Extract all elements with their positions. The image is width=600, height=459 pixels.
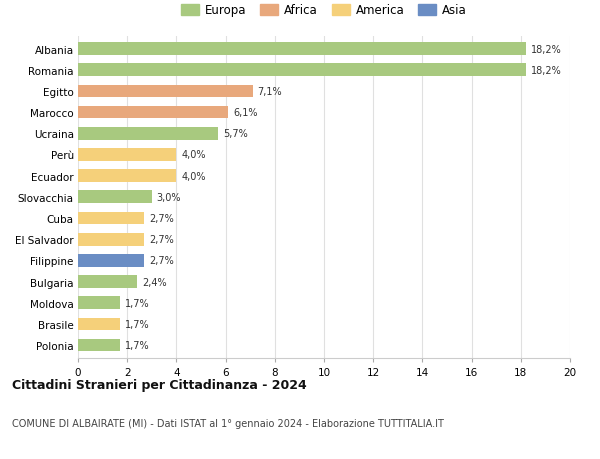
Bar <box>78 297 120 309</box>
Text: 1,7%: 1,7% <box>125 298 149 308</box>
Bar <box>78 212 145 225</box>
Bar <box>78 64 526 77</box>
Bar <box>78 191 152 204</box>
Text: COMUNE DI ALBAIRATE (MI) - Dati ISTAT al 1° gennaio 2024 - Elaborazione TUTTITAL: COMUNE DI ALBAIRATE (MI) - Dati ISTAT al… <box>12 418 444 428</box>
Bar <box>78 43 526 56</box>
Text: 18,2%: 18,2% <box>530 66 562 76</box>
Text: 2,7%: 2,7% <box>149 256 174 266</box>
Text: 6,1%: 6,1% <box>233 108 257 118</box>
Bar <box>78 318 120 330</box>
Bar <box>78 275 137 288</box>
Text: 2,4%: 2,4% <box>142 277 167 287</box>
Text: 7,1%: 7,1% <box>257 87 282 97</box>
Bar <box>78 339 120 352</box>
Text: 5,7%: 5,7% <box>223 129 248 139</box>
Bar <box>78 233 145 246</box>
Text: 2,7%: 2,7% <box>149 213 174 224</box>
Text: 18,2%: 18,2% <box>530 45 562 55</box>
Bar <box>78 170 176 183</box>
Text: 4,0%: 4,0% <box>181 150 206 160</box>
Text: 2,7%: 2,7% <box>149 235 174 245</box>
Bar <box>78 254 145 267</box>
Text: 1,7%: 1,7% <box>125 340 149 350</box>
Text: Cittadini Stranieri per Cittadinanza - 2024: Cittadini Stranieri per Cittadinanza - 2… <box>12 379 307 392</box>
Text: 4,0%: 4,0% <box>181 171 206 181</box>
Text: 1,7%: 1,7% <box>125 319 149 329</box>
Bar <box>78 149 176 162</box>
Bar <box>78 128 218 140</box>
Text: 3,0%: 3,0% <box>157 192 181 202</box>
Bar <box>78 85 253 98</box>
Legend: Europa, Africa, America, Asia: Europa, Africa, America, Asia <box>178 1 470 21</box>
Bar <box>78 106 228 119</box>
